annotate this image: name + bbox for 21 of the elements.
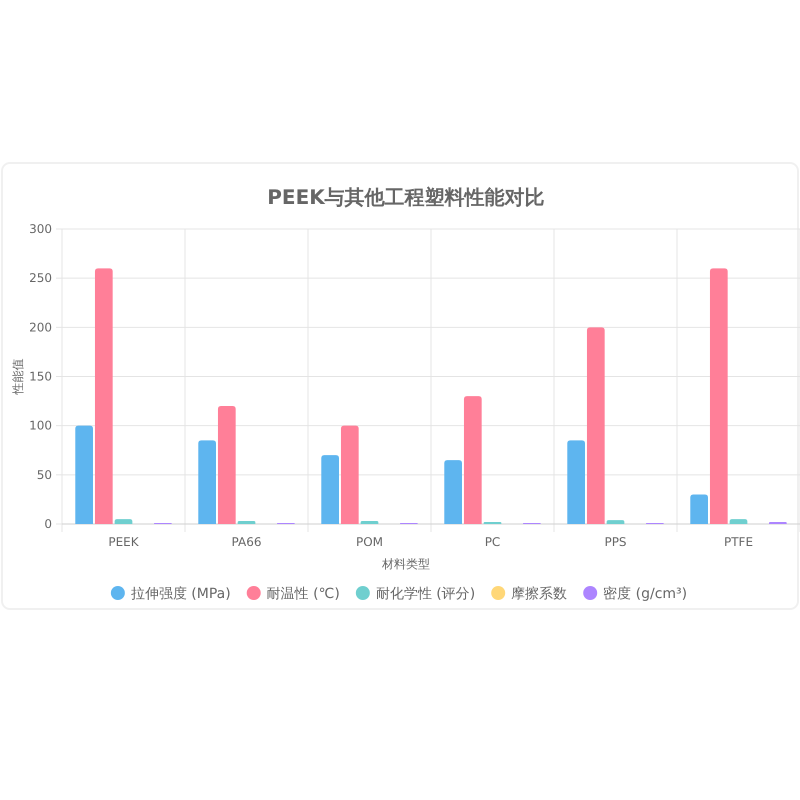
y-tick-label: 150 — [29, 370, 52, 384]
legend-label: 耐温性 (℃) — [266, 586, 340, 602]
x-tick-label: POM — [356, 535, 384, 549]
y-axis-title: 性能值 — [11, 358, 25, 396]
y-tick-label: 300 — [29, 222, 52, 236]
x-tick-label: PC — [484, 535, 500, 549]
legend-label: 耐化学性 (评分) — [376, 586, 476, 602]
y-tick-label: 200 — [29, 320, 52, 334]
y-tick-label: 0 — [44, 517, 52, 531]
x-tick-label: PA66 — [232, 535, 262, 549]
legend-label: 密度 (g/cm³) — [603, 586, 688, 602]
legend-label: 摩擦系数 — [511, 586, 568, 602]
chart-title: PEEK与其他工程塑料性能对比 — [267, 185, 545, 209]
x-tick-label: PEEK — [108, 535, 140, 549]
y-tick-label: 250 — [29, 271, 52, 286]
x-axis-title: 材料类型 — [381, 557, 430, 571]
legend-label: 拉伸强度 (MPa) — [130, 586, 231, 602]
x-tick-label: PPS — [604, 535, 627, 549]
y-tick-label: 50 — [36, 468, 52, 482]
x-tick-label: PTFE — [724, 535, 754, 549]
y-tick-label: 100 — [29, 418, 52, 433]
